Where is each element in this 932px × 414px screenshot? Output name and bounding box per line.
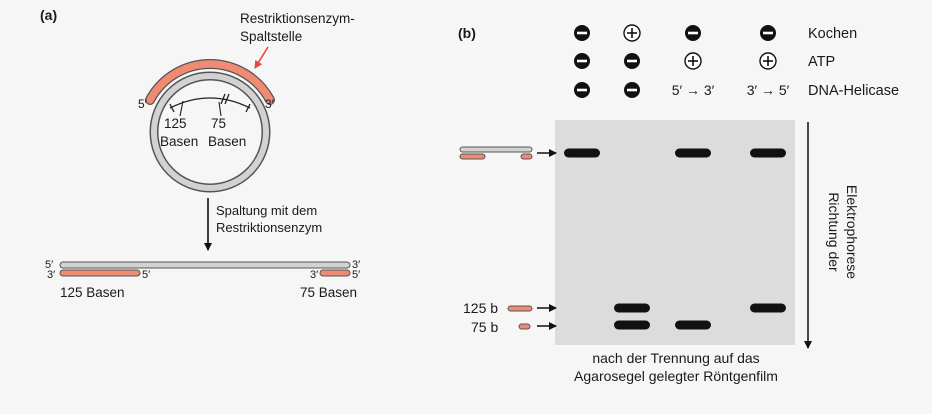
linear-template-strand	[59, 261, 351, 269]
restriction-site-label-line2: Spaltstelle	[240, 29, 302, 44]
arc-right-end-label: 3′	[265, 97, 275, 111]
linear-bottom-left-inner-end: 5′	[142, 269, 150, 281]
plasmid-ring	[151, 73, 269, 191]
seg2-unit: Basen	[208, 134, 246, 149]
cleavage-label-line1: Spaltung mit dem	[216, 203, 317, 218]
caption-line1: nach der Trennung auf das	[592, 350, 759, 366]
panel-b-label: (b)	[458, 25, 476, 41]
seg2-number: 75	[211, 116, 226, 131]
fragment-125-strand	[59, 269, 141, 277]
cond-kochen-lane-4-minus-icon	[760, 25, 776, 41]
arc-left-end-label: 5′	[138, 97, 148, 111]
cond-dna-helicase-lane-3-label: 5′ → 3′	[672, 82, 715, 98]
linear-top-right-end: 3′	[352, 259, 360, 271]
cleavage-label-line2: Restriktionsenzym	[216, 220, 322, 235]
linear-top-left-end: 5′	[45, 259, 53, 271]
condition-name-2: ATP	[808, 54, 835, 70]
cut-mark-2	[224, 93, 230, 105]
annealed-strand	[146, 60, 274, 104]
condition-matrix: Kochen ATP 5′ → 3′ 3′ → 5′ DNA-Helicase	[574, 24, 899, 99]
duplex-marker-template	[459, 146, 533, 153]
direction-label-line2: Elektrophorese	[844, 185, 860, 279]
panel-a-label: (a)	[40, 7, 57, 23]
seg1-pointer	[179, 100, 184, 117]
segment-bracket	[169, 97, 251, 109]
band-lane-2-125b	[614, 303, 650, 313]
gel-bands	[564, 148, 786, 330]
duplex-marker-125	[459, 153, 486, 160]
cond-atp-lane-1-minus-icon	[574, 53, 590, 69]
seg1-number: 125	[164, 116, 187, 131]
seg1-unit: Basen	[160, 134, 198, 149]
marker-75-strand	[518, 323, 531, 330]
cut-mark-1	[220, 93, 226, 105]
cond-atp-lane-3-plus-icon	[684, 52, 702, 70]
band-lane-3-75b	[675, 320, 711, 330]
band-lane-1-duplex	[564, 148, 600, 158]
fragment-75-label: 75 Basen	[300, 285, 357, 300]
restriction-site-arrow	[254, 46, 269, 69]
linear-bottom-right-inner-end: 3′	[310, 269, 318, 281]
band-lane-4-125b	[750, 303, 786, 313]
cond-kochen-lane-2-plus-icon	[623, 24, 641, 42]
cond-kochen-lane-3-minus-icon	[685, 25, 701, 41]
seg2-pointer	[218, 101, 222, 117]
fragment-75-strand	[319, 269, 351, 277]
linear-bottom-right-outer-end: 5′	[352, 269, 360, 281]
cond-atp-lane-4-plus-icon	[759, 52, 777, 70]
cond-kochen-lane-1-minus-icon	[574, 25, 590, 41]
band-lane-2-75b	[614, 320, 650, 330]
band-lane-3-duplex	[675, 148, 711, 158]
duplex-marker	[459, 146, 557, 160]
cond-atp-lane-2-minus-icon	[624, 53, 640, 69]
duplex-marker-75	[520, 153, 533, 160]
caption-line2: Agarosegel gelegter Röntgenfilm	[574, 368, 778, 384]
bracket-tick-left	[169, 103, 175, 113]
condition-name-1: Kochen	[808, 26, 857, 42]
panel-a: (a) Restriktionsenzym- Spaltstelle 5′ 3′…	[40, 7, 360, 300]
condition-name-3: DNA-Helicase	[808, 83, 899, 99]
marker-75-label: 75 b	[471, 319, 498, 335]
restriction-site-label-line1: Restriktionsenzym-	[240, 11, 355, 26]
marker-125-strand	[507, 305, 533, 312]
cond-dna-helicase-lane-2-minus-icon	[624, 82, 640, 98]
bracket-tick-right	[245, 103, 251, 113]
cond-dna-helicase-lane-4-label: 3′ → 5′	[747, 82, 790, 98]
cond-dna-helicase-lane-1-minus-icon	[574, 82, 590, 98]
direction-label-line1: Richtung der	[826, 192, 842, 272]
band-lane-4-duplex	[750, 148, 786, 158]
marker-125-label: 125 b	[463, 300, 498, 316]
linear-bottom-left-outer-end: 3′	[47, 269, 55, 281]
fragment-125-label: 125 Basen	[60, 285, 125, 300]
